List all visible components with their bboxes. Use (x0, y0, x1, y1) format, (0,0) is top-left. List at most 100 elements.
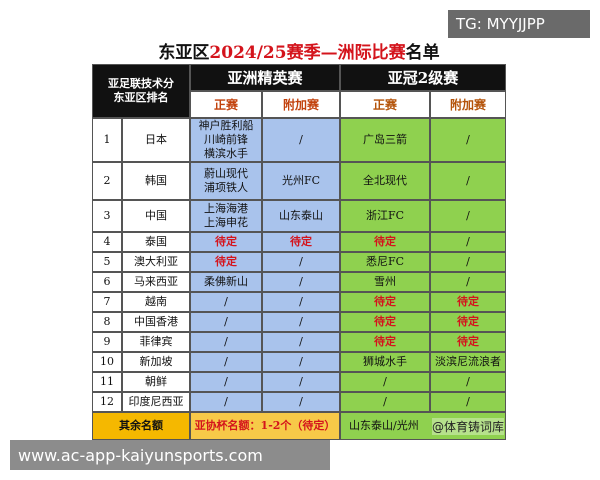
team-cell: 全北现代 (340, 162, 430, 200)
team-cell: 待定 (430, 312, 506, 332)
rank: 3 (103, 209, 111, 222)
subcolumn-header: 附加赛 (430, 91, 506, 118)
team-cell: 柔佛新山 (190, 272, 262, 292)
team: 广岛三箭 (363, 133, 407, 146)
subcolumn-label: 附加赛 (449, 97, 486, 112)
team-cell: / (262, 392, 340, 412)
watermark-tg: TG: MYYJJPP (448, 10, 590, 38)
rank: 1 (103, 133, 111, 146)
team: 雪州 (374, 275, 396, 288)
team-cell: 待定 (340, 312, 430, 332)
team-cell: / (262, 312, 340, 332)
country: 越南 (145, 295, 167, 308)
team: / (299, 255, 303, 268)
country-cell: 朝鲜 (122, 372, 190, 392)
country-cell: 马来西亚 (122, 272, 190, 292)
team-cell: / (430, 372, 506, 392)
team: / (224, 335, 228, 348)
team: / (224, 395, 228, 408)
country-cell: 印度尼西亚 (122, 392, 190, 412)
country-cell: 泰国 (122, 232, 190, 252)
rank-cell: 2 (92, 162, 122, 200)
team-cell: / (430, 232, 506, 252)
team-cell: / (262, 272, 340, 292)
team: 待定 (215, 235, 237, 248)
team-cell: 上海海港 上海申花 (190, 200, 262, 232)
team-cell: 待定 (262, 232, 340, 252)
team: / (466, 255, 470, 268)
team: 上海申花 (204, 216, 248, 229)
team: / (299, 355, 303, 368)
team: / (466, 209, 470, 222)
country: 马来西亚 (134, 275, 178, 288)
country: 澳大利亚 (134, 255, 178, 268)
team-cell: / (430, 272, 506, 292)
team-cell: 待定 (430, 292, 506, 312)
team: 光州FC (281, 174, 321, 187)
title-prefix: 东亚区 (158, 42, 210, 63)
rank-cell: 6 (92, 272, 122, 292)
team: 待定 (374, 315, 396, 328)
team: / (224, 315, 228, 328)
footer-label-text: 其余名额 (119, 419, 163, 432)
rank-cell: 3 (92, 200, 122, 232)
team: 浙江FC (365, 209, 405, 222)
team-cell: / (190, 292, 262, 312)
rank-cell: 4 (92, 232, 122, 252)
team-cell: 悉尼FC (340, 252, 430, 272)
rank-cell: 10 (92, 352, 122, 372)
rank-cell: 12 (92, 392, 122, 412)
team: / (466, 375, 470, 388)
team-cell: 待定 (190, 232, 262, 252)
team-cell: 蔚山现代 浦项铁人 (190, 162, 262, 200)
country: 朝鲜 (145, 375, 167, 388)
team-cell: 狮城水手 (340, 352, 430, 372)
watermark-corner: @体育铸词库 (432, 418, 505, 435)
country: 菲律宾 (139, 335, 173, 348)
group-header: 亚冠2级赛 (340, 64, 506, 91)
country-cell: 韩国 (122, 162, 190, 200)
country-cell: 菲律宾 (122, 332, 190, 352)
team-cell: 光州FC (262, 162, 340, 200)
team: 悉尼FC (365, 255, 405, 268)
team: 待定 (374, 235, 396, 248)
team: 横滨水手 (204, 147, 248, 160)
team-cell: 广岛三箭 (340, 118, 430, 162)
team-cell: 山东泰山 (262, 200, 340, 232)
rank: 9 (103, 335, 111, 348)
watermark-url: www.ac-app-kaiyunsports.com (10, 440, 330, 470)
team: 待定 (290, 235, 312, 248)
team-cell: / (340, 372, 430, 392)
rank: 11 (100, 375, 114, 388)
team: / (466, 133, 470, 146)
country: 泰国 (145, 235, 167, 248)
group-label: 亚冠2级赛 (387, 68, 459, 87)
country-cell: 越南 (122, 292, 190, 312)
country: 日本 (145, 133, 167, 146)
rank: 7 (103, 295, 111, 308)
team: / (224, 295, 228, 308)
team: / (466, 395, 470, 408)
rank: 4 (103, 235, 111, 248)
team-cell: / (262, 252, 340, 272)
group-header: 亚洲精英赛 (190, 64, 340, 91)
country-cell: 新加坡 (122, 352, 190, 372)
country: 新加坡 (139, 355, 173, 368)
team: / (383, 395, 387, 408)
team: / (466, 275, 470, 288)
country-cell: 中国香港 (122, 312, 190, 332)
footer-elite-text: 亚协杯名额：1-2个（待定） (194, 419, 336, 432)
country: 印度尼西亚 (128, 395, 184, 408)
rank: 5 (103, 255, 111, 268)
team-cell: / (262, 352, 340, 372)
country-cell: 日本 (122, 118, 190, 162)
team: / (299, 375, 303, 388)
team: / (299, 315, 303, 328)
team-cell: / (430, 162, 506, 200)
team: / (299, 335, 303, 348)
team-cell: / (430, 118, 506, 162)
team: 神户胜利船 (198, 119, 254, 132)
subcolumn-label: 正赛 (213, 97, 238, 112)
rank: 10 (100, 355, 114, 368)
